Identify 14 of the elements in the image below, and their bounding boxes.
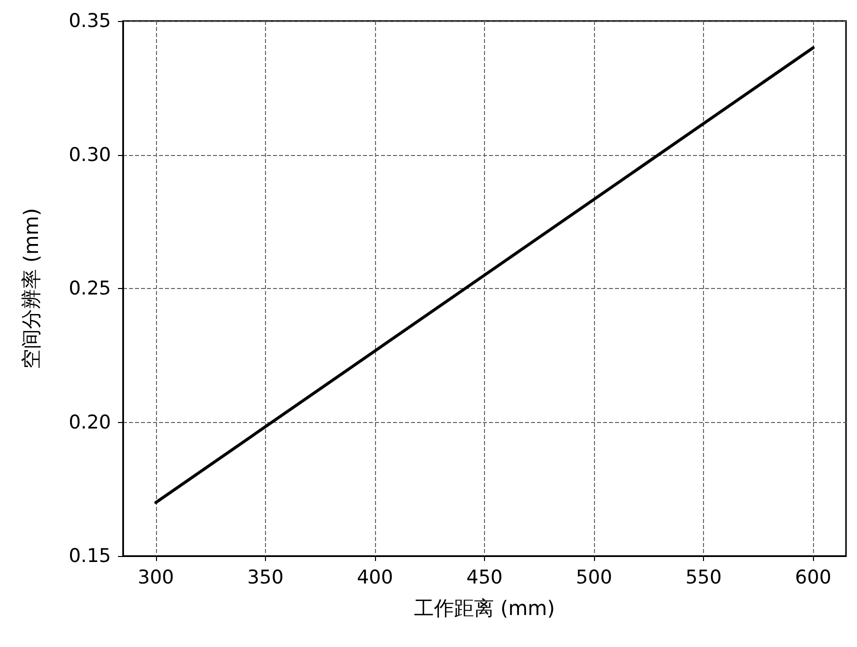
y-tick-label: 0.25 — [68, 278, 111, 300]
x-tick-label: 450 — [466, 566, 503, 588]
y-axis-title: 空间分辨率 (mm) — [19, 208, 43, 369]
y-tick-label: 0.35 — [68, 10, 111, 32]
x-tick-label: 400 — [356, 566, 394, 588]
x-tick-label: 300 — [138, 566, 174, 588]
x-tick-label: 350 — [247, 566, 284, 588]
y-tick-label: 0.15 — [68, 545, 111, 567]
y-tick-label: 0.30 — [68, 144, 111, 166]
x-tick-label: 600 — [795, 566, 832, 588]
x-tick-label: 500 — [576, 566, 612, 588]
x-axis-title: 工作距离 (mm) — [414, 596, 555, 620]
x-tick-label: 550 — [685, 566, 722, 588]
y-tick-label: 0.20 — [68, 411, 111, 434]
